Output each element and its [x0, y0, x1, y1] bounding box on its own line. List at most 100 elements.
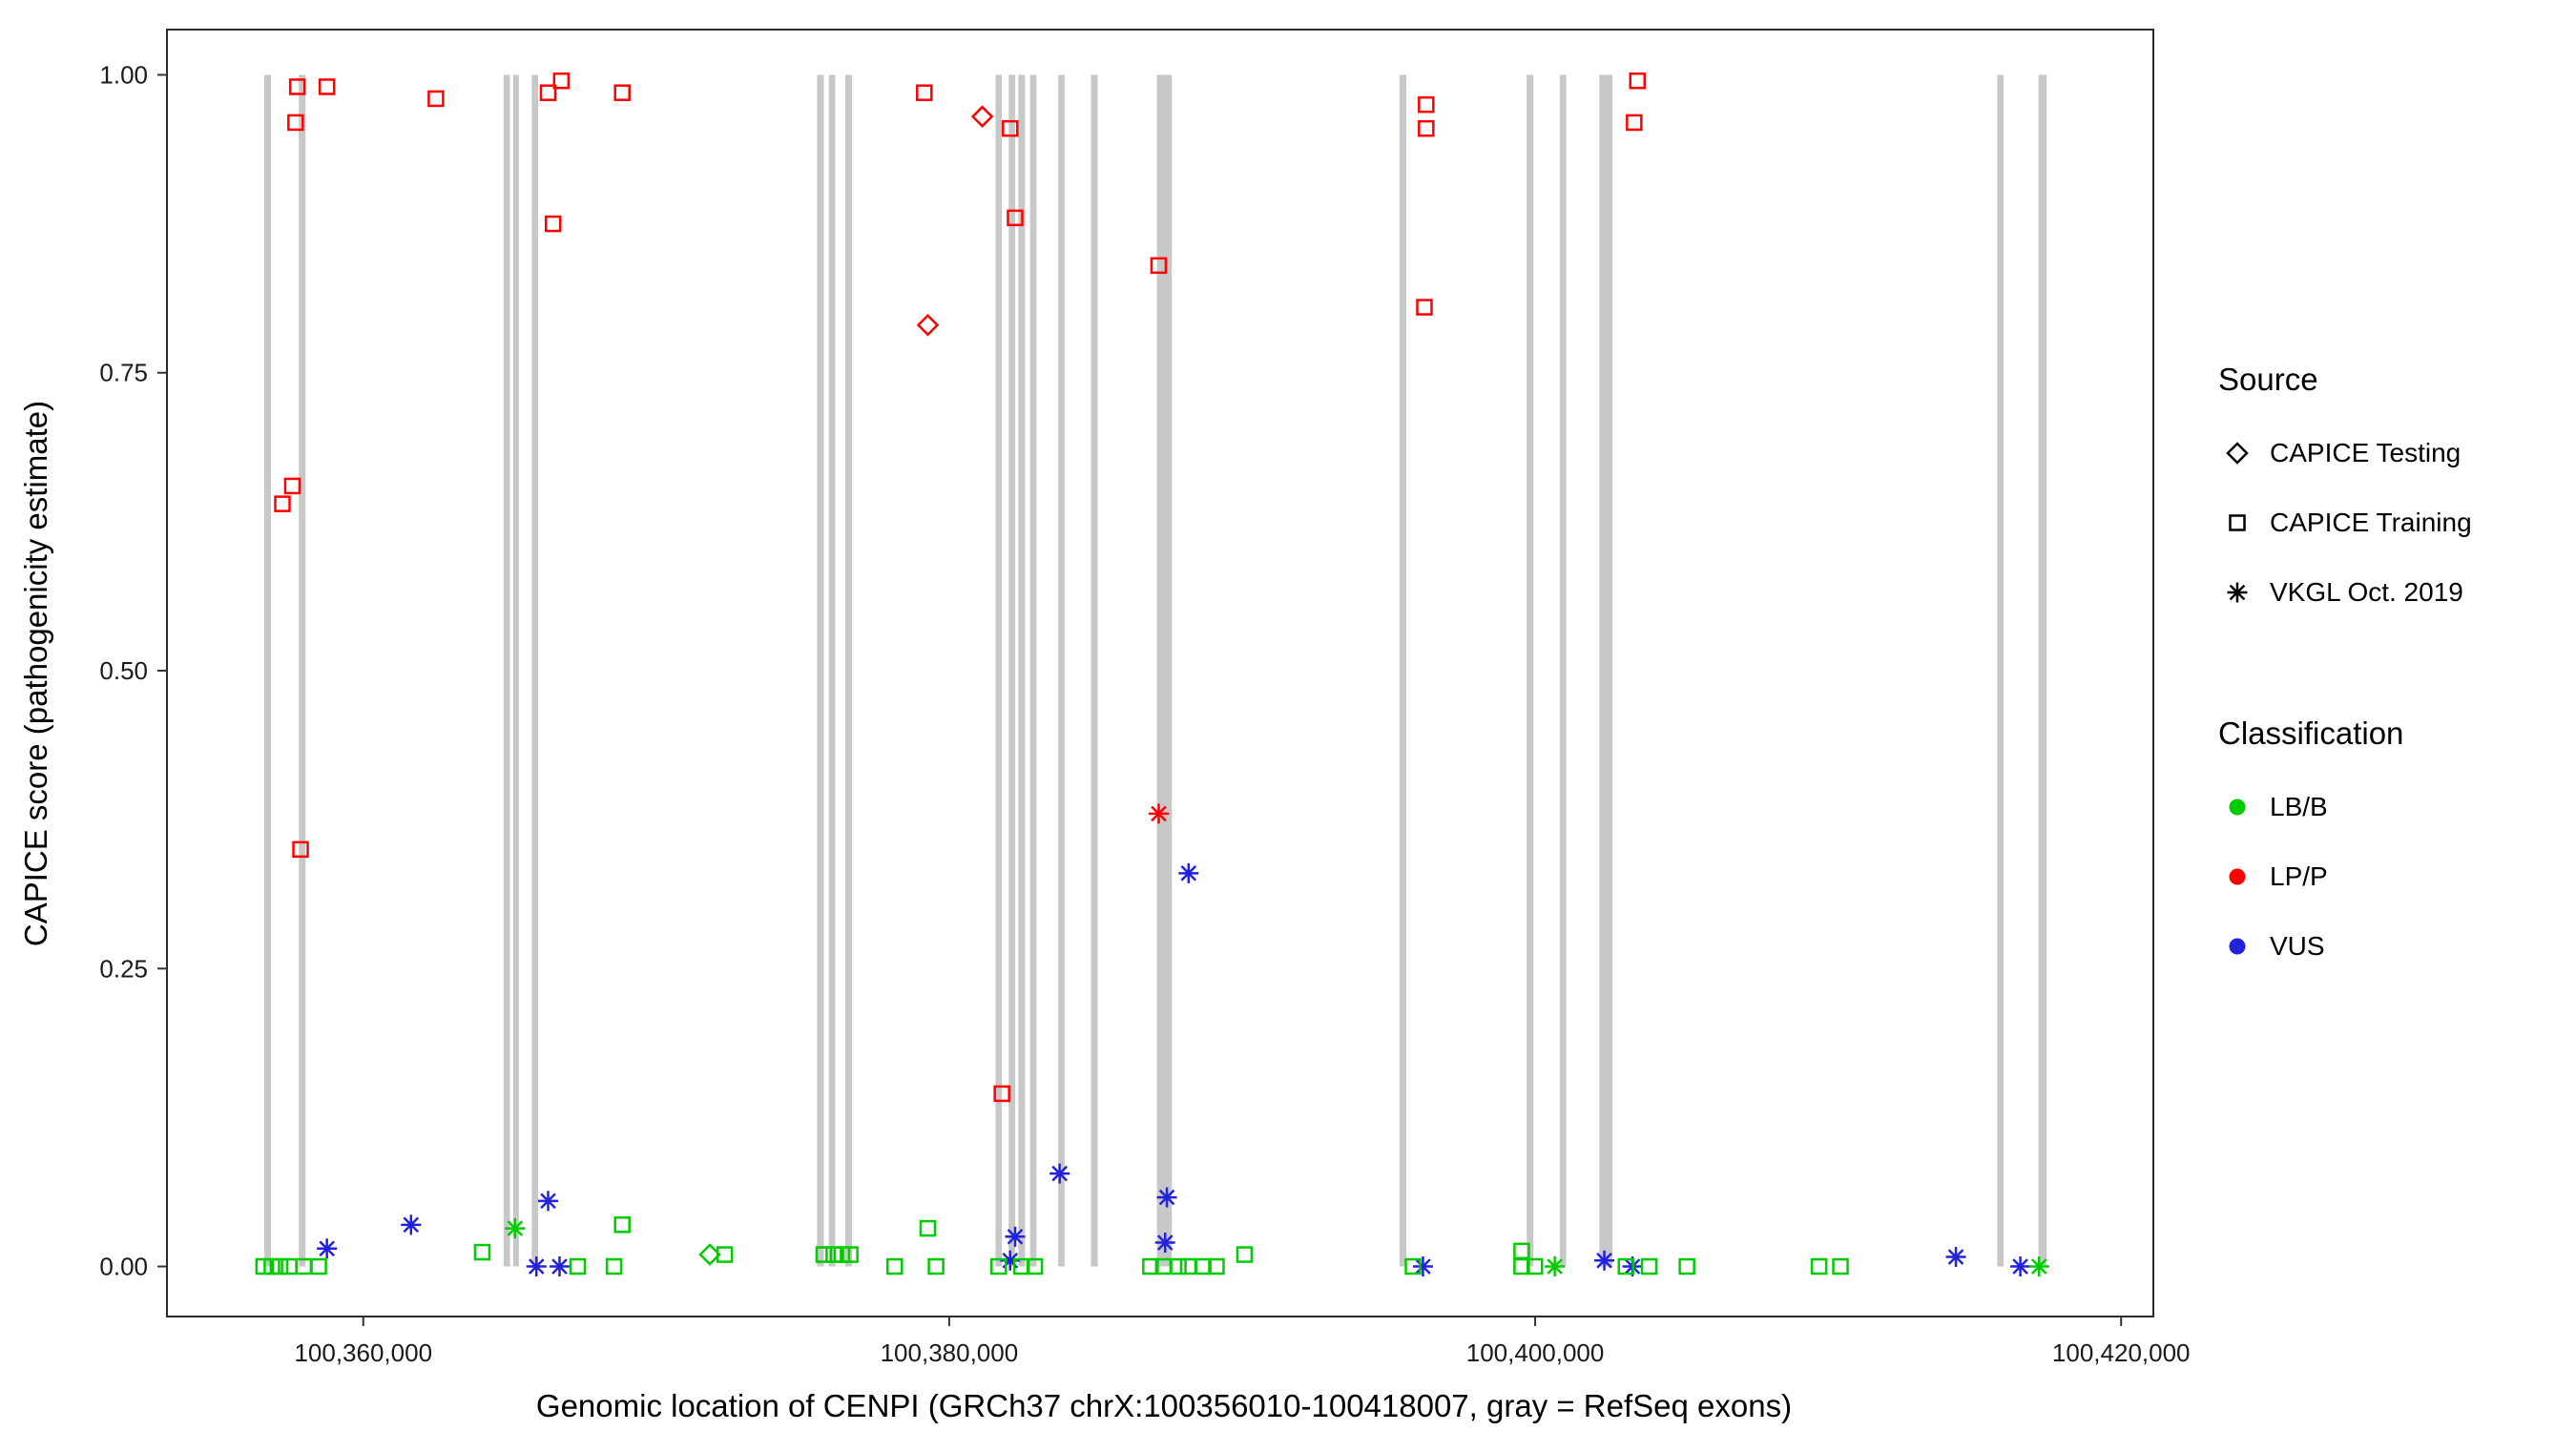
data-point	[1005, 1226, 1026, 1247]
legend-class-label: LP/P	[2270, 861, 2328, 891]
data-point	[569, 1257, 587, 1275]
data-point	[605, 1257, 623, 1275]
data-point	[283, 477, 301, 495]
exon-bar	[1008, 74, 1015, 1267]
exon-bar	[1527, 74, 1534, 1267]
data-point	[401, 1214, 422, 1235]
data-point	[292, 840, 309, 859]
data-point	[1049, 1163, 1070, 1184]
data-point	[1404, 1257, 1422, 1275]
data-point	[815, 1246, 833, 1263]
data-point	[2028, 1256, 2049, 1277]
data-point	[1945, 1247, 1966, 1268]
data-point	[427, 90, 445, 108]
exon-bar	[1029, 74, 1037, 1267]
data-point	[552, 72, 571, 90]
data-point	[990, 1257, 1008, 1275]
data-point	[613, 1216, 631, 1234]
data-point	[1640, 1257, 1658, 1275]
exon-bar	[995, 74, 1003, 1267]
data-point	[526, 1256, 547, 1277]
exon-bar	[2038, 74, 2047, 1267]
data-point	[970, 105, 994, 128]
data-point	[1626, 114, 1643, 132]
data-point	[927, 1257, 945, 1275]
data-point	[538, 1191, 559, 1212]
exon-bar	[1091, 74, 1098, 1267]
legend-class-item-vus: VUS	[2218, 911, 2472, 981]
data-point	[1178, 862, 1199, 883]
y-tick-label: 0.75	[99, 359, 148, 387]
data-point	[916, 314, 940, 337]
exon-bar	[299, 74, 306, 1267]
data-point	[1416, 299, 1433, 316]
data-point	[716, 1246, 734, 1263]
legend-class-item-lpp: LP/P	[2218, 841, 2472, 911]
exon-bar	[1997, 74, 2005, 1267]
legend: Source CAPICE Testing CAPICE Training VKGL…	[2218, 361, 2472, 981]
data-point	[1002, 119, 1019, 137]
data-point	[916, 84, 933, 101]
exon-bar	[263, 74, 272, 1267]
data-point	[274, 495, 291, 512]
data-point	[1026, 1257, 1044, 1275]
data-point	[310, 1257, 327, 1275]
x-axis-title: Genomic location of CENPI (GRCh37 chrX:1…	[535, 1388, 1793, 1423]
data-point	[280, 1257, 298, 1275]
data-point	[1007, 209, 1024, 227]
exon-bar	[1058, 74, 1065, 1267]
data-point	[993, 1085, 1010, 1103]
data-point	[1179, 1257, 1197, 1275]
exon-bar	[844, 74, 852, 1267]
data-point	[2229, 513, 2246, 531]
data-point	[1412, 1256, 1433, 1277]
legend-source-items: CAPICE Testing CAPICE Training VKGL Oct. 2…	[2218, 418, 2472, 627]
y-tick-label: 0.25	[99, 954, 148, 983]
data-point	[2010, 1256, 2031, 1277]
exon-bar	[1018, 74, 1026, 1267]
y-tick-label: 0.50	[99, 656, 148, 685]
x-tick-label: 100,400,000	[1466, 1338, 1605, 1367]
data-point	[1594, 1250, 1615, 1271]
data-point	[505, 1218, 526, 1239]
panel-border	[166, 29, 2154, 1317]
legend-class-items: LB/B LP/P VUS	[2218, 772, 2472, 981]
exon-bar	[1156, 74, 1173, 1267]
legend-source-label: CAPICE Training	[2270, 507, 2472, 537]
data-point	[271, 1257, 289, 1275]
data-point	[1142, 1257, 1159, 1275]
diamond-icon	[2226, 441, 2249, 465]
exon-bar	[817, 74, 824, 1267]
exon-bar	[512, 74, 519, 1267]
data-point	[317, 1238, 338, 1259]
data-point	[1156, 1187, 1177, 1208]
exon-bar	[503, 74, 510, 1267]
data-point	[1810, 1257, 1828, 1275]
legend-source-group: Source CAPICE Testing CAPICE Training VKGL…	[2218, 361, 2472, 627]
legend-source-label: VKGL Oct. 2019	[2270, 576, 2463, 607]
legend-class-label: LB/B	[2270, 791, 2328, 821]
data-point	[318, 78, 336, 95]
data-point	[1000, 1250, 1021, 1271]
data-point	[1236, 1246, 1254, 1263]
data-point	[473, 1243, 491, 1261]
data-point	[886, 1257, 904, 1275]
data-point	[1148, 803, 1169, 824]
legend-class-title: Classification	[2218, 716, 2404, 751]
data-point	[1617, 1257, 1635, 1275]
exon-bar	[1559, 74, 1567, 1267]
data-point	[1150, 257, 1168, 275]
data-point	[2227, 582, 2248, 602]
data-point	[1629, 72, 1646, 90]
data-point	[549, 1256, 570, 1277]
class-dot-icon	[2229, 798, 2246, 815]
data-point	[1154, 1233, 1175, 1254]
y-axis-title: CAPICE score (pathogenicity estimate)	[18, 400, 53, 947]
x-tick-label: 100,420,000	[2052, 1338, 2191, 1367]
y-tick-label: 0.00	[99, 1253, 148, 1281]
legend-source-item-diamond: CAPICE Testing	[2218, 418, 2472, 487]
legend-source-title: Source	[2218, 362, 2318, 397]
data-point	[1208, 1257, 1225, 1275]
